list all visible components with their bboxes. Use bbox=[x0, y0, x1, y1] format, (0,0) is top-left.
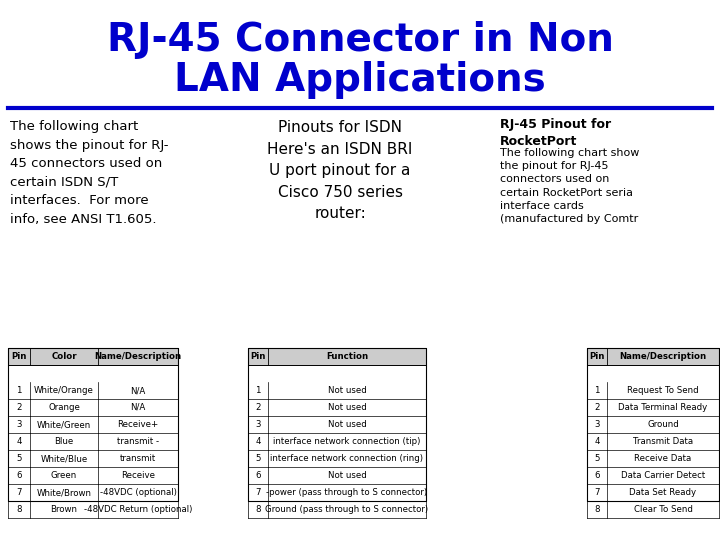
Bar bbox=[8, 382, 178, 399]
Bar bbox=[8, 416, 178, 433]
Bar bbox=[8, 467, 178, 484]
Bar bbox=[587, 348, 719, 365]
Text: Data Terminal Ready: Data Terminal Ready bbox=[618, 403, 708, 412]
Text: 7: 7 bbox=[17, 488, 22, 497]
Text: Receive Data: Receive Data bbox=[634, 454, 692, 463]
Bar bbox=[248, 467, 426, 484]
Bar bbox=[248, 416, 426, 433]
Text: Name/Description: Name/Description bbox=[619, 352, 706, 361]
Bar bbox=[587, 416, 719, 433]
Text: 5: 5 bbox=[256, 454, 261, 463]
Bar bbox=[587, 501, 719, 518]
Text: Ground: Ground bbox=[647, 420, 679, 429]
Text: 3: 3 bbox=[594, 420, 600, 429]
Text: Not used: Not used bbox=[328, 386, 366, 395]
Bar bbox=[248, 484, 426, 501]
Text: Clear To Send: Clear To Send bbox=[634, 505, 693, 514]
Text: 1: 1 bbox=[256, 386, 261, 395]
Text: Pinouts for ISDN
Here's an ISDN BRI
U port pinout for a
Cisco 750 series
router:: Pinouts for ISDN Here's an ISDN BRI U po… bbox=[267, 120, 413, 221]
Bar bbox=[8, 399, 178, 416]
Text: -power (pass through to S connector): -power (pass through to S connector) bbox=[266, 488, 428, 497]
Text: 2: 2 bbox=[17, 403, 22, 412]
Text: 4: 4 bbox=[256, 437, 261, 446]
Text: 1: 1 bbox=[17, 386, 22, 395]
Text: 6: 6 bbox=[256, 471, 261, 480]
Text: Green: Green bbox=[51, 471, 77, 480]
Bar bbox=[587, 484, 719, 501]
Text: 8: 8 bbox=[256, 505, 261, 514]
Text: Pin: Pin bbox=[251, 352, 266, 361]
Bar bbox=[248, 348, 426, 501]
Bar bbox=[8, 484, 178, 501]
Bar bbox=[248, 348, 426, 365]
Text: 3: 3 bbox=[17, 420, 22, 429]
Text: 2: 2 bbox=[594, 403, 600, 412]
Bar bbox=[8, 501, 178, 518]
Text: Pin: Pin bbox=[12, 352, 27, 361]
Text: 5: 5 bbox=[594, 454, 600, 463]
Text: Color: Color bbox=[51, 352, 77, 361]
Bar bbox=[248, 433, 426, 450]
Text: Ground (pass through to S connector): Ground (pass through to S connector) bbox=[266, 505, 428, 514]
Text: Function: Function bbox=[326, 352, 368, 361]
Text: Pin: Pin bbox=[589, 352, 605, 361]
Text: Data Set Ready: Data Set Ready bbox=[629, 488, 696, 497]
Text: 4: 4 bbox=[17, 437, 22, 446]
Text: N/A: N/A bbox=[130, 386, 145, 395]
Text: Data Carrier Detect: Data Carrier Detect bbox=[621, 471, 705, 480]
Text: 5: 5 bbox=[17, 454, 22, 463]
Text: -48VDC (optional): -48VDC (optional) bbox=[99, 488, 176, 497]
Text: Blue: Blue bbox=[55, 437, 73, 446]
Bar bbox=[587, 348, 719, 501]
Text: Receive: Receive bbox=[121, 471, 155, 480]
Bar bbox=[587, 450, 719, 467]
Text: White/Brown: White/Brown bbox=[37, 488, 91, 497]
Bar bbox=[8, 348, 178, 365]
Text: Orange: Orange bbox=[48, 403, 80, 412]
Text: RJ-45 Pinout for
RocketPort: RJ-45 Pinout for RocketPort bbox=[500, 118, 611, 148]
Bar bbox=[587, 399, 719, 416]
Text: interface network connection (tip): interface network connection (tip) bbox=[274, 437, 420, 446]
Bar bbox=[248, 399, 426, 416]
Text: White/Orange: White/Orange bbox=[34, 386, 94, 395]
Text: Receive+: Receive+ bbox=[117, 420, 158, 429]
Bar bbox=[248, 450, 426, 467]
Text: The following chart
shows the pinout for RJ-
45 connectors used on
certain ISDN : The following chart shows the pinout for… bbox=[10, 120, 168, 226]
Text: Name/Description: Name/Description bbox=[94, 352, 181, 361]
Text: 7: 7 bbox=[594, 488, 600, 497]
Bar bbox=[8, 348, 178, 501]
Text: 6: 6 bbox=[17, 471, 22, 480]
Text: interface network connection (ring): interface network connection (ring) bbox=[271, 454, 423, 463]
Text: 2: 2 bbox=[256, 403, 261, 412]
Bar bbox=[8, 450, 178, 467]
Text: 1: 1 bbox=[594, 386, 600, 395]
Text: transmit: transmit bbox=[120, 454, 156, 463]
Text: Brown: Brown bbox=[50, 505, 78, 514]
Text: Transmit Data: Transmit Data bbox=[633, 437, 693, 446]
Bar bbox=[8, 433, 178, 450]
Bar bbox=[248, 382, 426, 399]
Bar bbox=[587, 467, 719, 484]
Text: -48VDC Return (optional): -48VDC Return (optional) bbox=[84, 505, 192, 514]
Bar bbox=[248, 501, 426, 518]
Text: 8: 8 bbox=[594, 505, 600, 514]
Text: RJ-45 Connector in Non: RJ-45 Connector in Non bbox=[107, 21, 613, 59]
Text: Not used: Not used bbox=[328, 403, 366, 412]
Text: The following chart show
the pinout for RJ-45
connectors used on
certain RocketP: The following chart show the pinout for … bbox=[500, 148, 639, 224]
Text: 6: 6 bbox=[594, 471, 600, 480]
Text: White/Green: White/Green bbox=[37, 420, 91, 429]
Text: Request To Send: Request To Send bbox=[627, 386, 699, 395]
Text: Not used: Not used bbox=[328, 420, 366, 429]
Text: LAN Applications: LAN Applications bbox=[174, 61, 546, 99]
Bar bbox=[587, 382, 719, 399]
Text: 4: 4 bbox=[594, 437, 600, 446]
Text: Not used: Not used bbox=[328, 471, 366, 480]
Text: 8: 8 bbox=[17, 505, 22, 514]
Text: 7: 7 bbox=[256, 488, 261, 497]
Text: White/Blue: White/Blue bbox=[40, 454, 88, 463]
Text: 3: 3 bbox=[256, 420, 261, 429]
Text: N/A: N/A bbox=[130, 403, 145, 412]
Text: transmit -: transmit - bbox=[117, 437, 159, 446]
Bar bbox=[587, 433, 719, 450]
